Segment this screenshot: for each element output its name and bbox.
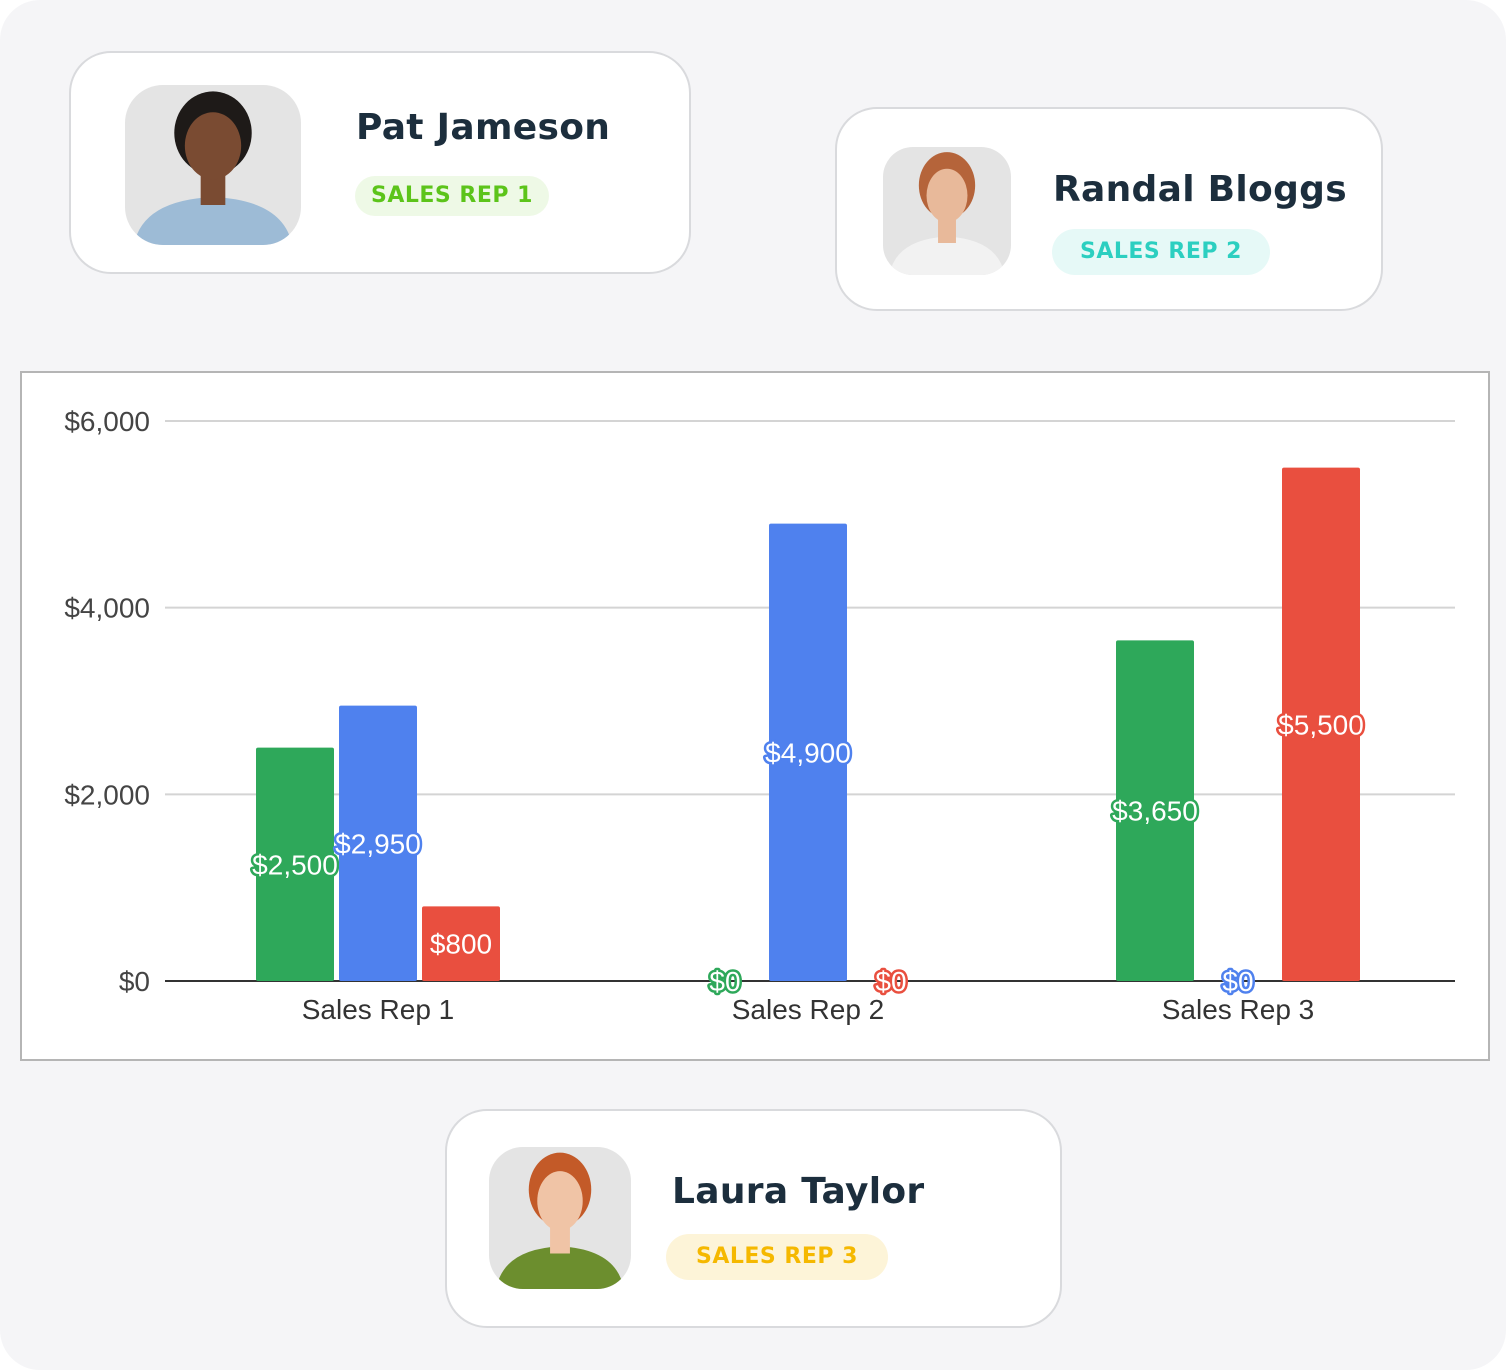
data-label: $800: [430, 929, 492, 960]
avatar: [489, 1147, 631, 1289]
person-photo-icon: [489, 1147, 631, 1289]
x-tick-label: Sales Rep 1: [302, 994, 455, 1025]
bar: [1116, 640, 1194, 981]
rep-badge: SALES REP 2: [1052, 229, 1270, 275]
y-tick-label: $0: [119, 966, 150, 997]
data-label: $3,650: [1112, 796, 1198, 827]
rep-card-2: Randal Bloggs SALES REP 2: [835, 107, 1383, 311]
face: [926, 168, 968, 223]
shirt: [496, 1246, 624, 1289]
rep-name: Pat Jameson: [356, 107, 611, 148]
x-tick-label: Sales Rep 3: [1162, 994, 1315, 1025]
data-label: $0: [875, 966, 906, 997]
face: [184, 112, 242, 180]
shirt: [133, 197, 293, 245]
rep-card-1: Pat Jameson SALES REP 1: [69, 51, 691, 274]
rep-card-3: Laura Taylor SALES REP 3: [445, 1109, 1062, 1328]
rep-name: Laura Taylor: [672, 1171, 925, 1212]
data-label: $0: [709, 966, 740, 997]
bar: [769, 523, 847, 981]
person-photo-icon: [125, 85, 301, 245]
avatar: [883, 147, 1011, 275]
neck: [938, 217, 956, 243]
rep-name: Randal Bloggs: [1053, 169, 1347, 210]
data-label: $0: [1222, 966, 1253, 997]
rep-badge: SALES REP 3: [666, 1234, 888, 1280]
face: [537, 1171, 583, 1231]
sales-chart: $0 $2,000 $4,000 $6,000 Sales Rep 1 $2,500 $2,…: [20, 371, 1490, 1061]
data-label: $2,950: [335, 828, 421, 859]
data-label: $5,500: [1278, 709, 1364, 740]
bar: [1282, 467, 1360, 982]
data-label: $4,900: [765, 737, 851, 768]
y-tick-label: $2,000: [64, 779, 150, 810]
bar: [256, 747, 334, 981]
bar: [339, 705, 417, 981]
avatar: [125, 85, 301, 245]
y-tick-label: $6,000: [64, 406, 150, 437]
data-label: $2,500: [252, 849, 338, 880]
neck: [550, 1225, 570, 1254]
bar: [422, 906, 500, 981]
y-tick-label: $4,000: [64, 593, 150, 624]
rep-badge: SALES REP 1: [355, 176, 549, 216]
bar-chart: $0 $2,000 $4,000 $6,000 Sales Rep 1 $2,500$2,…: [64, 406, 1455, 1025]
x-tick-label: Sales Rep 2: [732, 994, 885, 1025]
shirt: [889, 236, 1005, 275]
person-photo-icon: [883, 147, 1011, 275]
